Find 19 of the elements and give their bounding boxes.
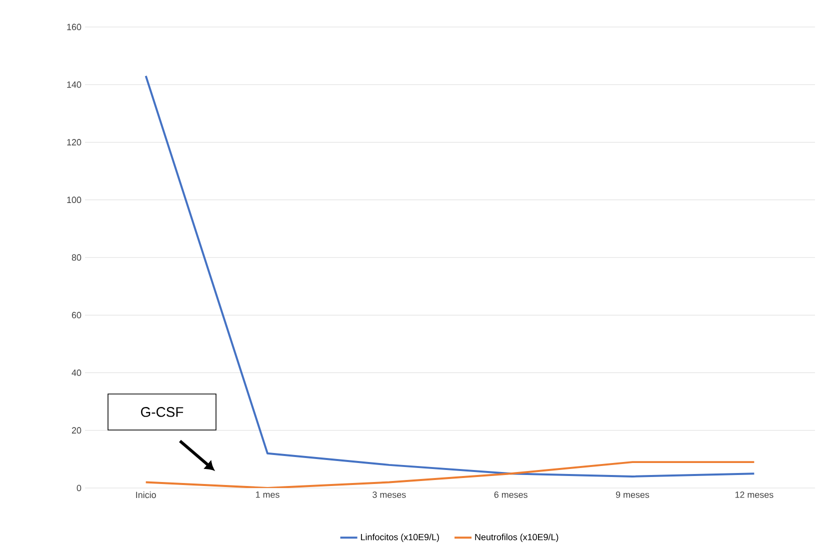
x-tick-label: 1 mes — [256, 492, 280, 498]
y-tick-label: 0 — [76, 484, 82, 492]
y-tick-label: 100 — [67, 196, 82, 204]
y-tick-label: 40 — [72, 370, 82, 376]
line-series — [144, 461, 756, 488]
y-tick-label: 20 — [72, 427, 82, 434]
y-tick-label: 80 — [72, 254, 82, 261]
x-tick-label: 12 meses — [735, 492, 774, 498]
x-tick-label: Inicio — [136, 492, 156, 498]
x-tick-label: 9 meses — [616, 492, 650, 498]
x-tick-label: 6 meses — [494, 492, 528, 498]
y-tick-label: 60 — [72, 312, 82, 318]
annotation: G-CSF — [141, 407, 184, 418]
y-tick-label: 120 — [67, 139, 82, 146]
x-tick-label: 3 meses — [372, 492, 406, 498]
legend-label: Linfocitos (x10E9/L) — [361, 534, 439, 542]
y-tick-label: 140 — [67, 82, 82, 88]
legend-label: Neutrofilos (x10E9/L) — [475, 534, 558, 542]
y-tick-label: 160 — [67, 24, 82, 30]
